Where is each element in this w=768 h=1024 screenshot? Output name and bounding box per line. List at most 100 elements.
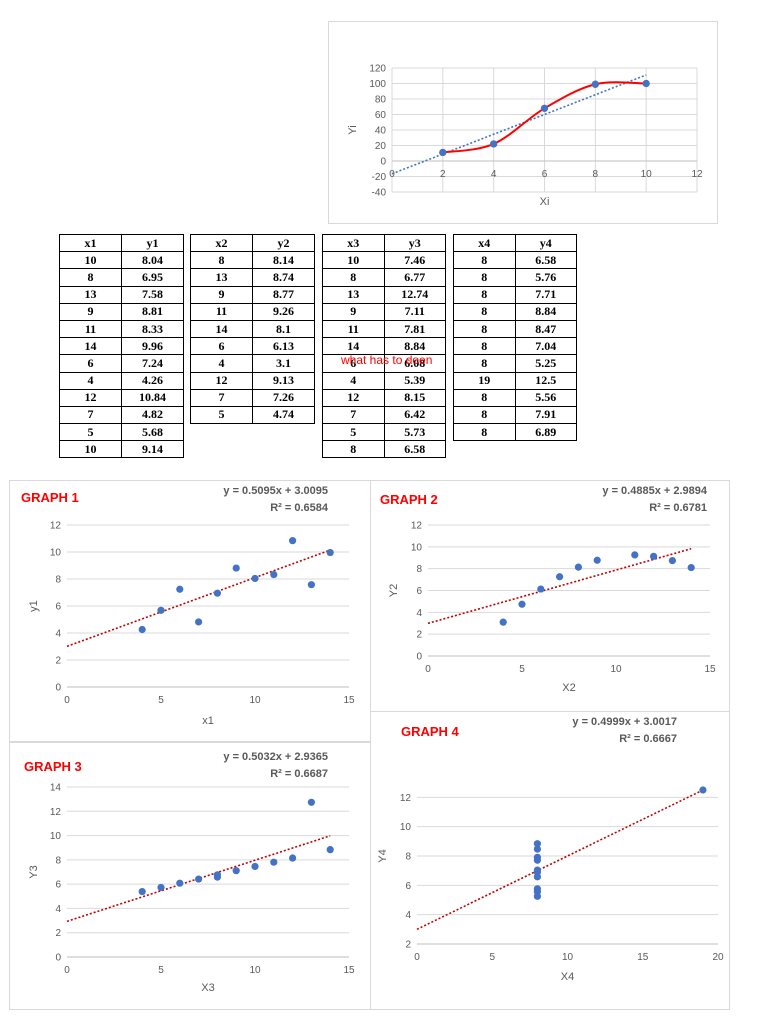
graph-4-chart: 2 4 6 8 10 12 0 5 10 15 20 X4 Y4 [377,786,724,983]
table-cell: 8 [453,285,516,304]
table-row: 6 6.13 [190,337,315,356]
table-cell: 5.25 [514,354,577,373]
x-tick-label: 15 [704,664,716,675]
table-row: 6 7.24 [59,354,184,373]
table-row: 5 5.73 [322,423,446,442]
table-row: 12 10.84 [59,388,184,407]
data-point [593,556,601,564]
data-point [176,585,184,593]
data-point [326,548,334,557]
table-cell: 5.73 [383,423,446,442]
y-tick-label: 8 [416,564,422,575]
graph-4-panel: GRAPH 4 y = 0.4999x + 3.0017 R² = 0.6667… [370,711,730,1010]
table-row: 7 7.26 [190,388,315,407]
table-cell: 8.1 [252,319,315,339]
y-tick-label: 4 [416,608,422,619]
table-cell: 6.89 [514,423,577,442]
table-cell: 4 [59,371,122,390]
y-tick-label: 4 [55,629,61,640]
table-cell: 11 [322,319,385,339]
table-cell: 6.58 [383,440,446,459]
x-tick-label: 15 [343,965,355,976]
table-cell: 6 [59,354,122,373]
table-row: 10 8.04 [59,251,184,270]
graph-1-chart: 0 2 4 6 8 10 12 0 5 10 15 x1 y1 [28,521,355,728]
table-cell: 8.77 [252,285,315,304]
x-tick-label: 5 [158,965,164,976]
x-tick-label: 10 [249,695,261,706]
table-cell: 8 [59,268,122,287]
column-header: x3 [322,233,385,253]
data-point [499,618,507,626]
y-tick-label: 8 [405,852,411,863]
table-cell: 9.96 [121,337,184,356]
table-row: 9 8.77 [190,285,315,304]
table-cell: 8 [190,251,253,270]
y-tick-label: 10 [50,548,62,559]
table-row: 8 8.47 [453,319,577,339]
trendline [427,547,692,625]
column-header: y2 [252,233,315,253]
table-cell: 6.77 [383,268,446,287]
y-axis-title: Y2 [388,584,400,597]
data-point [533,840,541,848]
table-cell: 9.14 [121,440,184,459]
graph-1-equation-text: y = 0.5095x + 3.0095 [223,485,328,497]
table-cell: 8.14 [252,251,315,270]
table-row: 11 9.26 [190,302,315,321]
graph-3-equation-text: y = 0.5032x + 2.9365 [223,751,328,763]
table-cell: 9 [322,302,385,321]
y-tick-label: 80 [375,95,387,106]
table-header-row: x2 y2 [190,233,315,253]
graph-2-equation-text: y = 0.4885x + 2.9894 [602,485,707,497]
data-point [213,589,221,597]
table-row: 5 4.74 [190,405,315,425]
y-tick-label: 6 [55,880,61,891]
data-point [307,798,315,806]
x-tick-label: 10 [249,965,261,976]
table-cell: 19 [453,371,516,390]
y-tick-label: 2 [55,928,61,939]
data-point [251,862,259,871]
y-tick-label: 4 [405,910,411,921]
table-cell: 7.81 [383,319,446,339]
y-tick-label: 12 [50,807,62,818]
x-tick-label: 0 [64,965,70,976]
table-row: 4 3.1 [190,354,315,373]
table-row: 8 6.89 [453,423,577,442]
table-row: 11 8.33 [59,319,184,339]
table-cell: 7 [322,405,385,425]
y-tick-label: 4 [55,904,61,915]
y-tick-label: 6 [55,602,61,613]
graph-2-title: GRAPH 2 [380,492,438,507]
table-cell: 5 [59,423,122,442]
y-tick-label: 6 [405,881,411,892]
table-cell: 8 [453,405,516,425]
table-cell: 11 [190,302,253,321]
x-tick-label: 8 [593,169,599,180]
x-tick-label: 0 [425,664,431,675]
table-cell: 6 [190,337,253,356]
x-tick-label: 5 [158,695,164,706]
column-header: x4 [453,233,516,253]
table-cell: 5.68 [121,423,184,442]
y-tick-label: 0 [55,953,61,964]
data-point [687,563,695,572]
table-row: 14 9.96 [59,337,184,356]
table-row: 8 7.04 [453,337,577,356]
data-point [270,570,278,579]
y-tick-label: 0 [416,652,422,663]
table-cell: 8.84 [383,337,446,356]
table-row: 8 6.58 [322,440,446,459]
data-point [157,606,165,614]
y-tick-label: 60 [375,110,387,121]
data-point [176,879,184,887]
graph-2-r2-text: R² = 0.6781 [649,502,707,514]
table-row: 8 5.25 [453,354,577,373]
x-axis-title: Xi [540,196,550,208]
table-cell: 4 [190,354,253,373]
table-row: 7 6.42 [322,405,446,425]
y-tick-label: -40 [372,188,387,199]
data-point [195,618,203,626]
table-cell: 6.95 [121,268,184,287]
